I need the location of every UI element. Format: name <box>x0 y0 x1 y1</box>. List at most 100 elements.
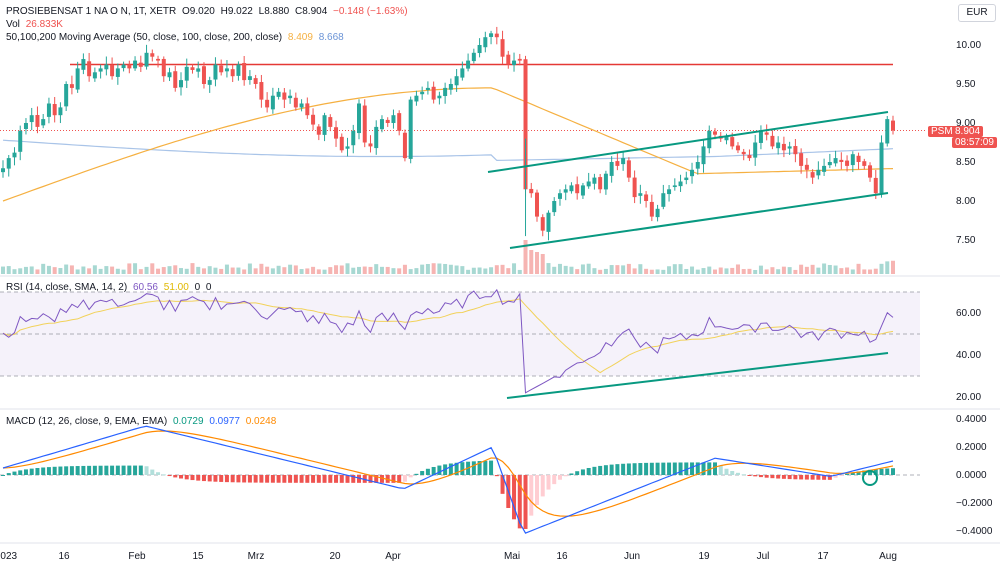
volume-bar <box>535 252 539 274</box>
volume-bar <box>735 264 740 274</box>
volume-bar <box>443 263 448 274</box>
candle-body <box>477 45 482 54</box>
rsi-axis-tick: 60.00 <box>956 308 981 319</box>
macd-histogram-bar <box>35 468 40 475</box>
volume-bar <box>288 264 293 274</box>
candle-body <box>845 160 850 166</box>
candle-body <box>276 91 281 97</box>
macd-histogram-bar <box>391 475 396 483</box>
macd-histogram-bar <box>98 465 103 475</box>
volume-bar <box>1 266 5 274</box>
time-axis-tick: Jul <box>757 551 770 562</box>
volume-bar <box>747 268 752 274</box>
candle-body <box>35 114 40 127</box>
volume-bar <box>833 265 838 274</box>
volume-bar <box>592 268 597 274</box>
volume-bar <box>305 268 310 274</box>
volume-bar <box>69 265 74 274</box>
rsi-ma-value: 51.00 <box>163 282 189 293</box>
macd-histogram-bar <box>569 473 574 475</box>
macd-histogram-bar <box>626 463 631 475</box>
volume-bar <box>632 268 637 274</box>
macd-histogram-bar <box>357 475 361 483</box>
macd-histogram-bar <box>41 467 46 475</box>
volume-bar <box>707 266 712 274</box>
macd-histogram-bar <box>603 465 608 475</box>
time-axis-tick: Mrz <box>248 551 265 562</box>
volume-bar <box>29 266 34 274</box>
macd-histogram-bar <box>695 462 700 475</box>
volume-bar <box>224 264 229 274</box>
volume-bar <box>23 266 28 274</box>
macd-histogram-bar <box>379 475 384 483</box>
currency-selector[interactable]: EUR <box>958 4 996 22</box>
candle-body <box>885 119 890 144</box>
volume-bar <box>311 266 316 274</box>
close-value: C8.904 <box>295 6 328 17</box>
candle-body <box>701 146 706 165</box>
time-axis-tick: 2023 <box>0 551 18 562</box>
candle-body <box>448 84 453 90</box>
rsi-trend-line <box>506 352 889 399</box>
candle-body <box>873 177 878 194</box>
candle-body <box>517 58 522 61</box>
candle-body <box>672 185 677 188</box>
candle-body <box>868 165 873 178</box>
candle-body <box>75 68 80 90</box>
macd-histogram-bar <box>213 475 218 482</box>
volume-bar <box>506 268 511 274</box>
macd-histogram-bar <box>845 473 850 475</box>
low-value: L8.880 <box>258 6 290 17</box>
candle-body <box>345 146 350 149</box>
volume-bar <box>552 266 557 274</box>
macd-axis-tick: 0.4000 <box>956 414 987 425</box>
macd-histogram-bar <box>64 466 69 475</box>
volume-bar <box>546 263 551 274</box>
volume-bar <box>41 263 46 274</box>
candle-body <box>207 80 212 85</box>
macd-histogram-bar <box>305 475 310 483</box>
channel-lower-line <box>509 192 889 249</box>
rsi-extra-2: 0 <box>205 282 212 293</box>
candle-body <box>201 66 206 84</box>
volume-bar <box>615 265 620 274</box>
open-value: O9.020 <box>182 6 215 17</box>
candle-body <box>839 159 844 162</box>
macd-histogram-bar <box>242 475 247 483</box>
macd-histogram-bar <box>334 475 339 483</box>
volume-bar <box>563 265 568 274</box>
candle-body <box>12 152 17 158</box>
macd-histogram-bar <box>311 475 316 483</box>
volume-bar <box>190 263 195 274</box>
volume-bar <box>425 263 430 274</box>
volume-bar <box>804 266 809 274</box>
macd-histogram-bar <box>885 468 890 475</box>
macd-cross-marker <box>862 470 878 486</box>
macd-histogram-bar <box>873 469 878 475</box>
macd-histogram-bar <box>500 475 505 494</box>
volume-value: 26.833K <box>25 19 63 30</box>
macd-histogram-bar <box>684 462 689 475</box>
candle-body <box>368 143 373 147</box>
volume-bar <box>173 265 178 274</box>
macd-histogram-bar <box>730 471 735 475</box>
candle-body <box>357 103 361 134</box>
candle-body <box>184 66 189 81</box>
candle-body <box>150 53 155 57</box>
candle-body <box>466 60 471 69</box>
volume-bar <box>770 267 775 274</box>
candle-body <box>529 188 534 194</box>
candle-body <box>379 119 384 130</box>
volume-bar <box>448 264 453 274</box>
volume-bar <box>230 267 235 274</box>
volume-bar <box>161 267 166 274</box>
macd-histogram-bar <box>58 466 63 475</box>
candle-body <box>793 146 798 155</box>
macd-histogram-bar <box>224 475 229 483</box>
macd-histogram-bar <box>535 475 539 505</box>
macd-histogram-bar <box>827 475 832 480</box>
volume-bar <box>196 266 201 274</box>
volume-bar <box>219 268 224 274</box>
candle-body <box>173 71 178 88</box>
